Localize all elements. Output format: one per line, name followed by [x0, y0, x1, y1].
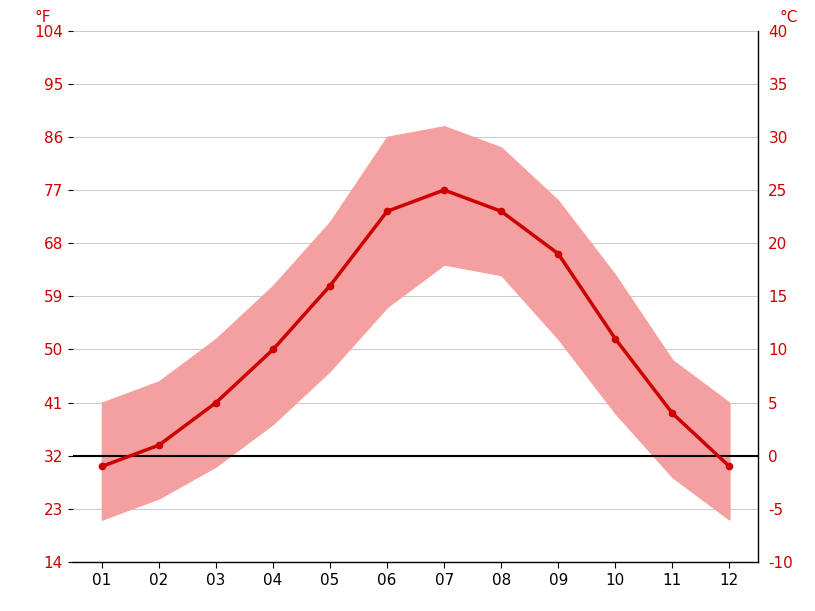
Text: °C: °C: [780, 10, 798, 25]
Text: °F: °F: [34, 10, 51, 25]
